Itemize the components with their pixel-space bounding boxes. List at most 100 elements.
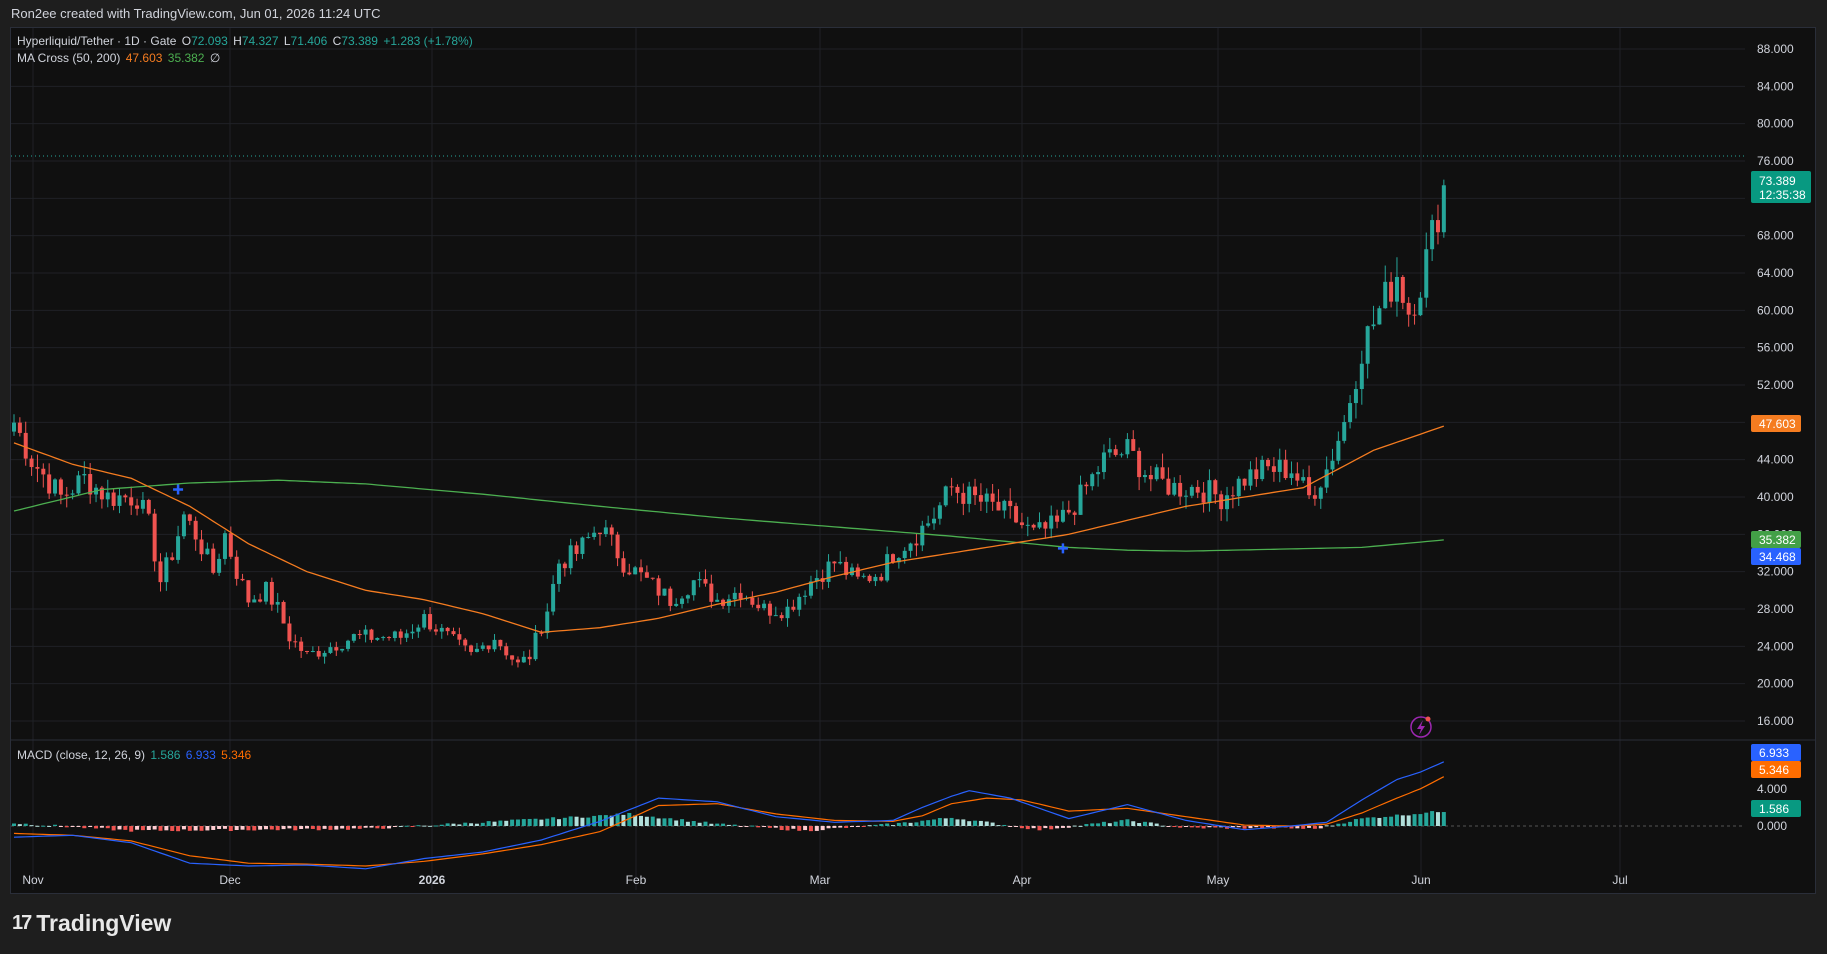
macd-hist-bar bbox=[926, 820, 931, 826]
candle-body bbox=[510, 655, 515, 660]
lightning-icon[interactable] bbox=[1410, 716, 1432, 738]
candle-body bbox=[838, 561, 843, 564]
macd-hist-bar bbox=[967, 821, 972, 826]
chart-frame[interactable] bbox=[10, 27, 1816, 894]
symbol-legend[interactable]: Hyperliquid/Tether · 1D · Gate O72.093 H… bbox=[17, 34, 475, 48]
candle-body bbox=[1412, 314, 1417, 316]
macd-hist-bar bbox=[263, 826, 268, 830]
candle-body bbox=[662, 588, 667, 596]
macd-legend[interactable]: MACD (close, 12, 26, 9) 1.586 6.933 5.34… bbox=[17, 748, 253, 762]
ma200-value: 35.382 bbox=[167, 51, 205, 65]
candle-body bbox=[263, 581, 268, 602]
candle-body bbox=[135, 505, 140, 509]
macd-hist-bar bbox=[457, 824, 462, 826]
macd-hist-bar bbox=[281, 826, 286, 830]
price-tick-label: 76.000 bbox=[1757, 154, 1794, 168]
candle-body bbox=[1336, 440, 1341, 461]
macd-hist-bar bbox=[1418, 814, 1423, 826]
macd-hist-bar bbox=[58, 826, 63, 827]
candle-body bbox=[357, 634, 362, 636]
attribution-text: Ron2ee created with TradingView.com, Jun… bbox=[11, 6, 381, 21]
macd-hist-bar bbox=[23, 823, 28, 826]
price-tick-label: 68.000 bbox=[1757, 229, 1794, 243]
candle-body bbox=[1430, 220, 1435, 250]
candle-body bbox=[1289, 473, 1294, 479]
macd-hist-bar bbox=[1441, 812, 1446, 826]
ma-legend[interactable]: MA Cross (50, 200) 47.603 35.382 ∅ bbox=[17, 51, 222, 65]
macd-hist-bar bbox=[416, 825, 421, 827]
macd-hist-bar bbox=[1160, 825, 1165, 827]
macd-hist-bar bbox=[305, 826, 309, 829]
candle-body bbox=[1184, 495, 1188, 497]
macd-hist-bar bbox=[1014, 826, 1019, 827]
candle-body bbox=[615, 534, 620, 559]
macd-hist-bar bbox=[299, 826, 304, 830]
macd-hist-bar bbox=[1260, 826, 1265, 829]
ma-hidden-icon[interactable]: ∅ bbox=[209, 51, 221, 65]
candle-body bbox=[199, 539, 204, 555]
candle-body bbox=[709, 583, 714, 602]
macd-hist-bar bbox=[88, 826, 93, 827]
macd-hist-bar bbox=[949, 817, 954, 826]
macd-hist-bar bbox=[369, 826, 374, 828]
macd-hist-bar bbox=[199, 826, 204, 831]
x-tick-label: 2026 bbox=[419, 873, 446, 887]
macd-hist-bar bbox=[896, 822, 901, 826]
macd-hist-bar bbox=[1031, 826, 1036, 829]
candle-body bbox=[967, 486, 972, 504]
candle-body bbox=[1060, 509, 1065, 522]
macd-hist-bar bbox=[1119, 820, 1124, 826]
macd-hist-bar bbox=[287, 826, 292, 829]
candle-body bbox=[445, 627, 450, 632]
price-tick-label: 40.000 bbox=[1757, 490, 1794, 504]
macd-hist-bar bbox=[1060, 826, 1065, 828]
macd-hist-bar bbox=[1365, 817, 1370, 826]
candle-body bbox=[29, 458, 34, 468]
macd-hist-bar bbox=[844, 826, 849, 828]
candle-body bbox=[1014, 506, 1019, 523]
candle-body bbox=[1394, 276, 1399, 302]
macd-hist-bar bbox=[35, 825, 40, 827]
macd-tick-label: 0.000 bbox=[1757, 819, 1787, 833]
macd-hist-bar bbox=[1019, 826, 1024, 829]
x-tick-label: Mar bbox=[810, 873, 831, 887]
macd-hist-bar bbox=[228, 826, 233, 832]
price-tick-label: 28.000 bbox=[1757, 602, 1794, 616]
candle-body bbox=[885, 554, 890, 581]
candle-body bbox=[35, 467, 40, 469]
macd-hist-bar bbox=[129, 826, 134, 832]
candle-body bbox=[715, 599, 720, 602]
macd-hist-bar bbox=[1318, 826, 1323, 829]
tradingview-logo[interactable]: 17 TradingView bbox=[12, 910, 171, 937]
candle-body bbox=[1043, 522, 1048, 529]
macd-hist-bar bbox=[1400, 815, 1405, 826]
macd-hist-bar bbox=[1254, 826, 1259, 828]
change-value: +1.283 (+1.78%) bbox=[383, 34, 473, 48]
macd-hist-bar bbox=[603, 815, 608, 826]
candle-body bbox=[158, 561, 163, 583]
candle-body bbox=[762, 603, 767, 609]
macd-hist-bar bbox=[1207, 826, 1212, 828]
macd-hist-bar bbox=[1406, 815, 1411, 826]
candle-body bbox=[222, 533, 227, 559]
candle-body bbox=[281, 601, 286, 624]
macd-hist-bar bbox=[381, 826, 386, 829]
candle-body bbox=[363, 629, 368, 635]
candle-body bbox=[375, 638, 380, 640]
macd-hist-bar bbox=[1430, 811, 1435, 826]
candle-body bbox=[433, 629, 438, 632]
macd-tag-value: 6.933 bbox=[1759, 746, 1789, 760]
macd-hist-bar bbox=[820, 826, 825, 831]
candle-body bbox=[990, 493, 995, 502]
macd-hist-bar bbox=[703, 821, 708, 826]
macd-hist-bar bbox=[1154, 823, 1159, 826]
candle-body bbox=[574, 545, 579, 554]
candle-body bbox=[562, 563, 567, 569]
macd-hist-bar bbox=[973, 820, 978, 826]
price-tick-label: 88.000 bbox=[1757, 42, 1794, 56]
macd-hist-bar bbox=[826, 826, 831, 829]
macd-hist-bar bbox=[621, 814, 626, 826]
macd-hist-bar bbox=[398, 825, 403, 827]
macd-hist-bar bbox=[310, 826, 315, 829]
